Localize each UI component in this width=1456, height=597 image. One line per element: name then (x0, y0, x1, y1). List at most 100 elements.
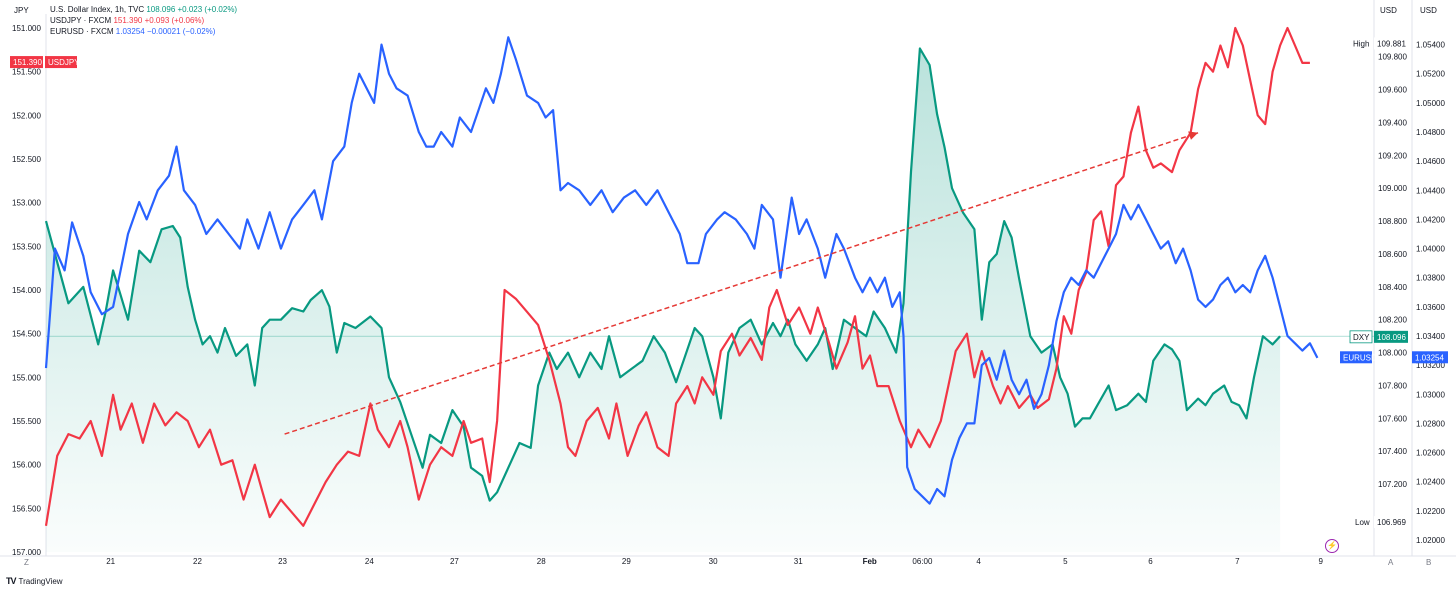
legend-row-usdjpy[interactable]: USDJPY · FXCM 151.390 +0.093 (+0.06%) (50, 15, 237, 26)
left-tick-label: 153.000 (12, 199, 41, 208)
legend-name: USDJPY · FXCM (50, 16, 112, 25)
usdjpy-name-badge-text: USDJPY (48, 58, 80, 67)
tradingview-logo-icon: TV (6, 576, 16, 586)
eur-tick-label: 1.04200 (1416, 215, 1445, 224)
legend-row-eurusd[interactable]: EURUSD · FXCM 1.03254 −0.00021 (−0.02%) (50, 26, 237, 37)
left-tick-label: 153.500 (12, 242, 41, 251)
time-tick-label: 22 (193, 557, 202, 566)
timezone-button[interactable]: Z (24, 558, 29, 567)
usdjpy-name-badge: USDJPY (45, 56, 80, 69)
dxy-tick-label: 108.600 (1378, 250, 1407, 259)
eur-tick-label: 1.03000 (1416, 390, 1445, 399)
low-label-badge-text: Low (1355, 518, 1370, 527)
eur-tick-label: 1.05200 (1416, 70, 1445, 79)
log-scale-button[interactable]: B (1426, 558, 1432, 567)
right-axis-currency-eur: USD (1420, 6, 1437, 15)
eurusd-name-badge-bg (1340, 351, 1372, 364)
dxy-name-badge: DXY (1349, 330, 1373, 344)
dxy-tick-label: 108.800 (1378, 217, 1407, 226)
high-value-badge-bg (1374, 37, 1408, 50)
dxy-tick-label: 109.200 (1378, 151, 1407, 160)
time-tick-label: 4 (976, 557, 981, 566)
eur-tick-label: 1.02600 (1416, 449, 1445, 458)
left-tick-label: 151.500 (12, 68, 41, 77)
dxy-tick-label: 107.800 (1378, 381, 1407, 390)
eur-tick-label: 1.03600 (1416, 303, 1445, 312)
time-tick-label: 9 (1318, 557, 1323, 566)
eur-tick-label: 1.05400 (1416, 41, 1445, 50)
left-axis-currency: JPY (14, 6, 29, 15)
high-value-badge-text: 109.881 (1377, 39, 1406, 48)
low-value-badge: 106.969 (1374, 516, 1408, 529)
eur-tick-label: 1.03400 (1416, 332, 1445, 341)
legend-name: U.S. Dollar Index, 1h, TVC (50, 5, 145, 14)
dxy-tick-label: 108.000 (1378, 349, 1407, 358)
high-label-badge-bg (1350, 37, 1372, 50)
time-tick-label: 7 (1235, 557, 1240, 566)
left-tick-label: 152.000 (12, 111, 41, 120)
legend-name: EURUSD · FXCM (50, 27, 114, 36)
legend-value: 151.390 +0.093 (+0.06%) (113, 16, 205, 25)
left-tick-label: 156.000 (12, 461, 41, 470)
high-label-badge: High (1350, 37, 1372, 50)
eur-tick-label: 1.04000 (1416, 245, 1445, 254)
left-tick-label: 151.000 (12, 24, 41, 33)
eur-tick-label: 1.02800 (1416, 419, 1445, 428)
dxy-tick-label: 107.400 (1378, 447, 1407, 456)
dxy-tick-label: 107.200 (1378, 480, 1407, 489)
eurusd-price-badge-text: 1.03254 (1415, 353, 1444, 362)
usdjpy-price-badge-text: 151.390 (13, 58, 42, 67)
time-tick-label: 31 (794, 557, 803, 566)
series-line-usdjpy (44, 26, 1310, 527)
tradingview-brand[interactable]: TV TradingView (6, 576, 63, 586)
lightning-icon[interactable]: ⚡ (1325, 539, 1339, 553)
time-tick-label: 6 (1148, 557, 1153, 566)
time-tick-label: 23 (278, 557, 287, 566)
usdjpy-name-badge-bg (45, 56, 77, 69)
eur-tick-label: 1.04800 (1416, 128, 1445, 137)
legend-row-dxy[interactable]: U.S. Dollar Index, 1h, TVC 108.096 +0.02… (50, 4, 237, 15)
left-tick-label: 154.000 (12, 286, 41, 295)
legend-value: 108.096 +0.023 (+0.02%) (146, 5, 238, 14)
eur-tick-label: 1.02400 (1416, 478, 1445, 487)
usdjpy-price-badge: 151.390 (10, 56, 43, 69)
eurusd-price-badge: 1.03254 (1412, 351, 1448, 364)
dxy-tick-label: 109.800 (1378, 53, 1407, 62)
time-tick-label: 30 (709, 557, 718, 566)
brand-name: TradingView (18, 576, 63, 586)
left-tick-label: 154.500 (12, 330, 41, 339)
series-line-u-s-dollar-index (44, 47, 1281, 502)
eur-tick-label: 1.02200 (1416, 507, 1445, 516)
low-value-badge-bg (1374, 516, 1408, 529)
right-axis-currency-dxy: USD (1380, 6, 1397, 15)
eur-tick-label: 1.03800 (1416, 274, 1445, 283)
eurusd-name-badge-text: EURUSD (1343, 353, 1377, 362)
low-label-badge: Low (1352, 516, 1372, 529)
dxy-tick-label: 108.200 (1378, 316, 1407, 325)
left-tick-label: 156.500 (12, 504, 41, 513)
auto-scale-button[interactable]: A (1388, 558, 1394, 567)
time-tick-label: 21 (106, 557, 115, 566)
dxy-price-badge-text: 108.096 (1377, 333, 1406, 342)
eurusd-price-badge-bg (1412, 351, 1448, 364)
dxy-name-badge-bg (1349, 330, 1373, 344)
left-tick-label: 155.000 (12, 373, 41, 382)
eur-tick-label: 1.04400 (1416, 186, 1445, 195)
left-tick-label: 155.500 (12, 417, 41, 426)
time-tick-label: 28 (537, 557, 546, 566)
series-line-eurusd (44, 36, 1319, 505)
time-tick-label: 5 (1063, 557, 1068, 566)
time-tick-label: Feb (863, 557, 877, 566)
time-tick-label: 27 (450, 557, 459, 566)
high-label-badge-text: High (1353, 39, 1369, 48)
legend: U.S. Dollar Index, 1h, TVC 108.096 +0.02… (50, 4, 237, 37)
dxy-name-badge-text: DXY (1353, 333, 1370, 342)
usdjpy-price-badge-bg (10, 56, 43, 69)
time-tick-label: 29 (622, 557, 631, 566)
dxy-tick-label: 109.400 (1378, 118, 1407, 127)
dxy-tick-label: 109.000 (1378, 184, 1407, 193)
eur-tick-label: 1.03200 (1416, 361, 1445, 370)
high-value-badge: 109.881 (1374, 37, 1408, 50)
